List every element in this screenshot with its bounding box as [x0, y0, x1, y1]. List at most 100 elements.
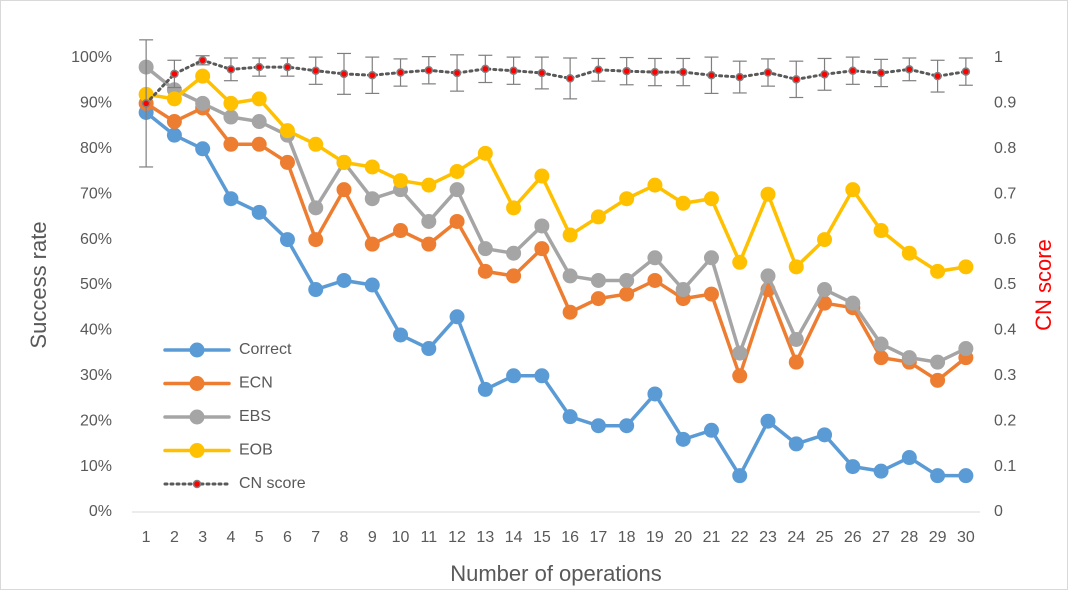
point-marker — [876, 68, 886, 78]
point-marker — [594, 65, 603, 75]
point-marker — [760, 268, 776, 284]
point-marker — [703, 422, 719, 438]
point-marker — [393, 327, 409, 343]
point-marker — [703, 250, 719, 266]
x-tick-label: 1 — [142, 529, 151, 546]
x-tick-label: 6 — [283, 529, 292, 546]
point-marker — [732, 345, 748, 361]
y-tick-label: 10% — [80, 458, 112, 475]
x-tick-label: 23 — [759, 529, 777, 546]
point-marker — [590, 291, 606, 307]
point-marker — [336, 154, 352, 170]
y2-tick-label: 0 — [994, 503, 1003, 520]
point-marker — [166, 91, 182, 107]
point-marker — [788, 354, 804, 370]
x-tick-label: 17 — [590, 529, 608, 546]
point-marker — [449, 182, 465, 198]
point-marker — [226, 65, 236, 74]
point-marker — [509, 66, 518, 75]
point-marker — [901, 450, 917, 466]
point-marker — [506, 268, 522, 284]
y2-axis-title: CN score — [1031, 239, 1056, 331]
point-marker — [647, 386, 663, 402]
legend-marker — [189, 376, 205, 391]
point-marker — [279, 232, 295, 248]
point-marker — [930, 372, 946, 388]
point-marker — [195, 141, 211, 157]
point-marker — [792, 75, 801, 84]
point-marker — [534, 241, 550, 257]
point-marker — [590, 209, 606, 225]
legend-marker — [189, 409, 205, 425]
point-marker — [590, 272, 606, 288]
point-marker — [393, 223, 409, 239]
y-tick-label: 60% — [80, 231, 112, 248]
point-marker — [873, 463, 889, 479]
y2-tick-label: 0.8 — [994, 140, 1016, 157]
x-tick-label: 5 — [255, 529, 264, 546]
point-marker — [732, 468, 748, 484]
x-tick-label: 15 — [533, 529, 551, 546]
point-marker — [817, 427, 833, 443]
legend-label: EOB — [239, 442, 273, 459]
point-marker — [619, 191, 635, 207]
y-tick-label: 90% — [80, 95, 112, 112]
point-marker — [421, 177, 437, 193]
point-marker — [283, 62, 292, 72]
x-tick-label: 16 — [561, 529, 579, 546]
y2-tick-label: 0.1 — [994, 458, 1016, 475]
point-marker — [452, 68, 462, 78]
x-tick-label: 29 — [929, 529, 947, 546]
point-marker — [251, 136, 267, 152]
point-marker — [930, 263, 946, 279]
point-marker — [678, 67, 688, 77]
point-marker — [820, 70, 829, 79]
point-marker — [421, 236, 437, 252]
point-marker — [845, 295, 861, 311]
point-marker — [223, 109, 239, 125]
point-marker — [873, 350, 889, 366]
x-tick-label: 26 — [844, 529, 862, 546]
point-marker — [590, 418, 606, 434]
x-tick-label: 20 — [674, 529, 692, 546]
point-marker — [707, 71, 716, 80]
point-marker — [481, 64, 490, 74]
point-marker — [170, 69, 179, 79]
point-marker — [477, 263, 493, 279]
point-marker — [477, 145, 493, 161]
point-marker — [703, 286, 719, 302]
legend-marker — [192, 479, 202, 489]
point-marker — [703, 191, 719, 207]
point-marker — [251, 114, 267, 130]
point-marker — [763, 68, 773, 77]
point-marker — [732, 254, 748, 270]
point-marker — [477, 381, 493, 397]
point-marker — [308, 232, 324, 248]
x-tick-label: 30 — [957, 529, 975, 546]
x-tick-label: 13 — [476, 529, 494, 546]
x-tick-label: 22 — [731, 529, 749, 546]
point-marker — [562, 227, 578, 243]
point-marker — [308, 136, 324, 152]
point-marker — [760, 186, 776, 202]
y-tick-label: 0% — [89, 503, 112, 520]
point-marker — [336, 182, 352, 198]
point-marker — [933, 71, 942, 81]
x-tick-label: 18 — [618, 529, 636, 546]
point-marker — [364, 159, 380, 175]
point-marker — [424, 66, 434, 75]
point-marker — [364, 277, 380, 293]
y-tick-label: 50% — [80, 276, 112, 293]
x-tick-label: 24 — [787, 529, 805, 546]
point-marker — [817, 282, 833, 298]
x-tick-label: 11 — [420, 529, 437, 546]
point-marker — [817, 232, 833, 248]
point-marker — [534, 168, 550, 184]
y-tick-label: 70% — [80, 185, 112, 202]
point-marker — [565, 74, 575, 83]
y-tick-label: 40% — [80, 322, 112, 339]
x-tick-label: 4 — [226, 529, 235, 546]
point-marker — [901, 245, 917, 261]
